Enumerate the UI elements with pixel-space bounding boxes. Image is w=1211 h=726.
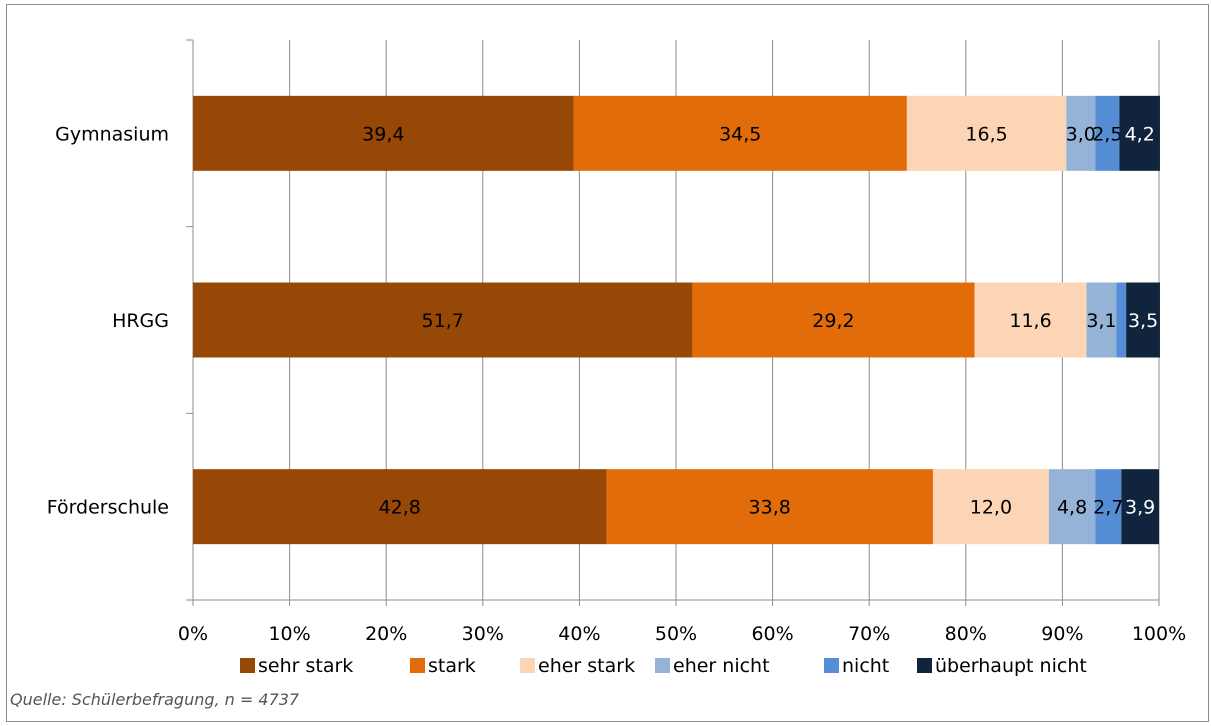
data-label: 11,6 bbox=[1009, 310, 1051, 332]
bar-segment bbox=[906, 95, 1067, 171]
legend-swatch bbox=[917, 658, 932, 673]
bar-segment bbox=[1121, 469, 1159, 545]
data-label: 4,8 bbox=[1057, 497, 1087, 519]
x-tick-label: 30% bbox=[462, 623, 504, 645]
bar-segment bbox=[1119, 95, 1160, 171]
data-label: 4,2 bbox=[1125, 123, 1155, 145]
x-tick-label: 40% bbox=[558, 623, 600, 645]
bar-segment bbox=[1095, 95, 1120, 171]
legend-label: nicht bbox=[842, 655, 889, 677]
data-label: 12,0 bbox=[970, 497, 1012, 519]
legend-label: überhaupt nicht bbox=[935, 655, 1087, 677]
legend-label: sehr stark bbox=[258, 655, 353, 677]
legend-swatch bbox=[240, 658, 255, 673]
x-tick-label: 50% bbox=[655, 623, 697, 645]
category-label: Förderschule bbox=[47, 497, 169, 519]
legend-label: eher nicht bbox=[673, 655, 770, 677]
legend-label: eher stark bbox=[538, 655, 635, 677]
data-label: 34,5 bbox=[719, 123, 761, 145]
x-tick-label: 60% bbox=[751, 623, 793, 645]
bar-segment bbox=[573, 95, 907, 171]
bar-segment bbox=[606, 469, 933, 545]
category-label: HRGG bbox=[112, 310, 169, 332]
data-label: 29,2 bbox=[812, 310, 854, 332]
bar-segment bbox=[1095, 469, 1122, 545]
category-label: Gymnasium bbox=[55, 123, 169, 145]
legend-label: stark bbox=[428, 655, 476, 677]
bar-segment bbox=[193, 469, 607, 545]
data-label: 51,7 bbox=[422, 310, 464, 332]
bar-segment bbox=[193, 282, 693, 358]
legend-swatch bbox=[824, 658, 839, 673]
data-label: 2,7 bbox=[1093, 497, 1123, 519]
legend-swatch bbox=[410, 658, 425, 673]
source-note: Quelle: Schülerbefragung, n = 4737 bbox=[10, 690, 300, 709]
legend-swatch bbox=[655, 658, 670, 673]
data-label: 2,5 bbox=[1092, 123, 1122, 145]
data-label: 3,0 bbox=[1066, 123, 1096, 145]
data-label: 3,9 bbox=[1125, 497, 1155, 519]
bar-segment bbox=[932, 469, 1049, 545]
bar-segment bbox=[193, 95, 574, 171]
data-label: 39,4 bbox=[362, 123, 404, 145]
data-label: 33,8 bbox=[749, 497, 791, 519]
data-label: 42,8 bbox=[379, 497, 421, 519]
bar-segment bbox=[1086, 282, 1117, 358]
data-label: 16,5 bbox=[965, 123, 1007, 145]
bar-segment bbox=[1126, 282, 1160, 358]
data-label: 3,1 bbox=[1086, 310, 1116, 332]
bar-segment bbox=[1116, 282, 1127, 358]
x-tick-label: 90% bbox=[1041, 623, 1083, 645]
x-tick-label: 80% bbox=[945, 623, 987, 645]
data-label: 3,5 bbox=[1128, 310, 1158, 332]
x-tick-label: 0% bbox=[178, 623, 208, 645]
bar-segment bbox=[1048, 469, 1096, 545]
bar-segment bbox=[1066, 95, 1096, 171]
legend-swatch bbox=[520, 658, 535, 673]
bar-segment bbox=[974, 282, 1087, 358]
x-tick-label: 20% bbox=[365, 623, 407, 645]
x-tick-label: 100% bbox=[1132, 623, 1186, 645]
chart-frame bbox=[6, 4, 1209, 722]
x-tick-label: 10% bbox=[268, 623, 310, 645]
bar-segment bbox=[692, 282, 975, 358]
x-tick-label: 70% bbox=[848, 623, 890, 645]
